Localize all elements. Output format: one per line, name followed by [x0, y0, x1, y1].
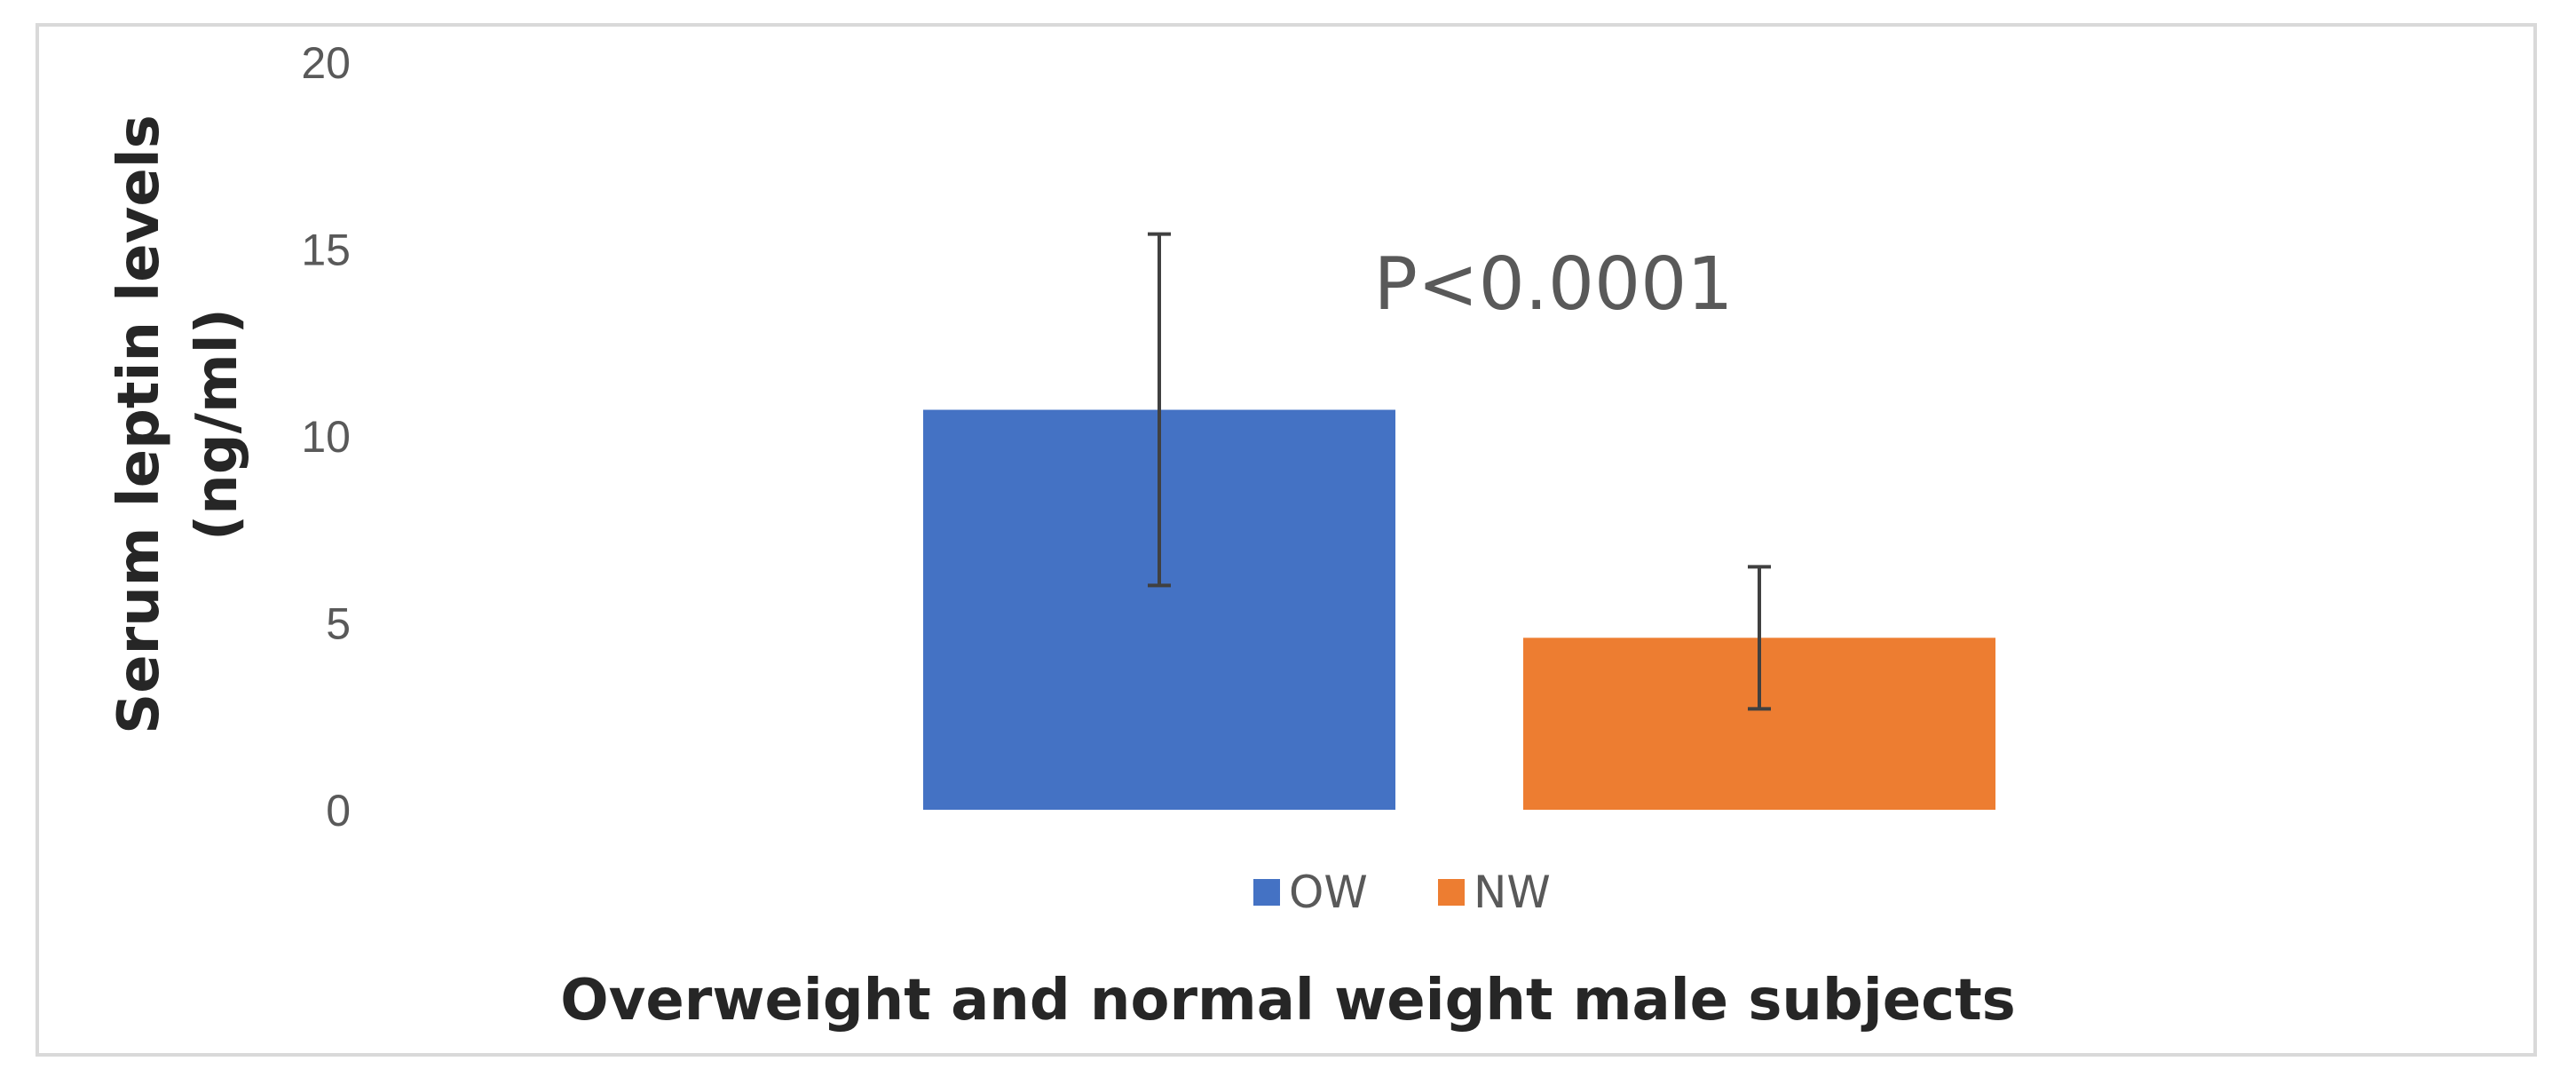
y-tick-label: 20 [301, 38, 351, 88]
y-tick-label: 15 [301, 226, 351, 275]
legend-swatch-ow [1253, 879, 1280, 906]
error-bar-nw [1748, 565, 1771, 711]
legend-swatch-nw [1438, 879, 1465, 906]
error-bars [1148, 232, 1771, 711]
error-bar-ow [1148, 232, 1171, 588]
y-tick-label: 5 [326, 599, 351, 649]
y-axis-title: Serum leptin levels (ng/ml) [107, 115, 250, 734]
p-value-annotation: P<0.0001 [1373, 242, 1733, 327]
y-axis-title-line-1: Serum leptin levels [107, 115, 172, 734]
y-axis-ticks: 0 5 10 15 20 [301, 38, 351, 836]
y-axis-title-line-2: (ng/ml) [185, 308, 250, 541]
legend: OW NW [1253, 867, 1551, 918]
y-tick-label: 10 [301, 412, 351, 462]
legend-label-nw: NW [1474, 867, 1551, 918]
x-axis-title: Overweight and normal weight male subjec… [560, 968, 2016, 1034]
y-tick-label: 0 [326, 786, 351, 836]
bars [923, 409, 1995, 810]
legend-label-ow: OW [1289, 867, 1368, 918]
